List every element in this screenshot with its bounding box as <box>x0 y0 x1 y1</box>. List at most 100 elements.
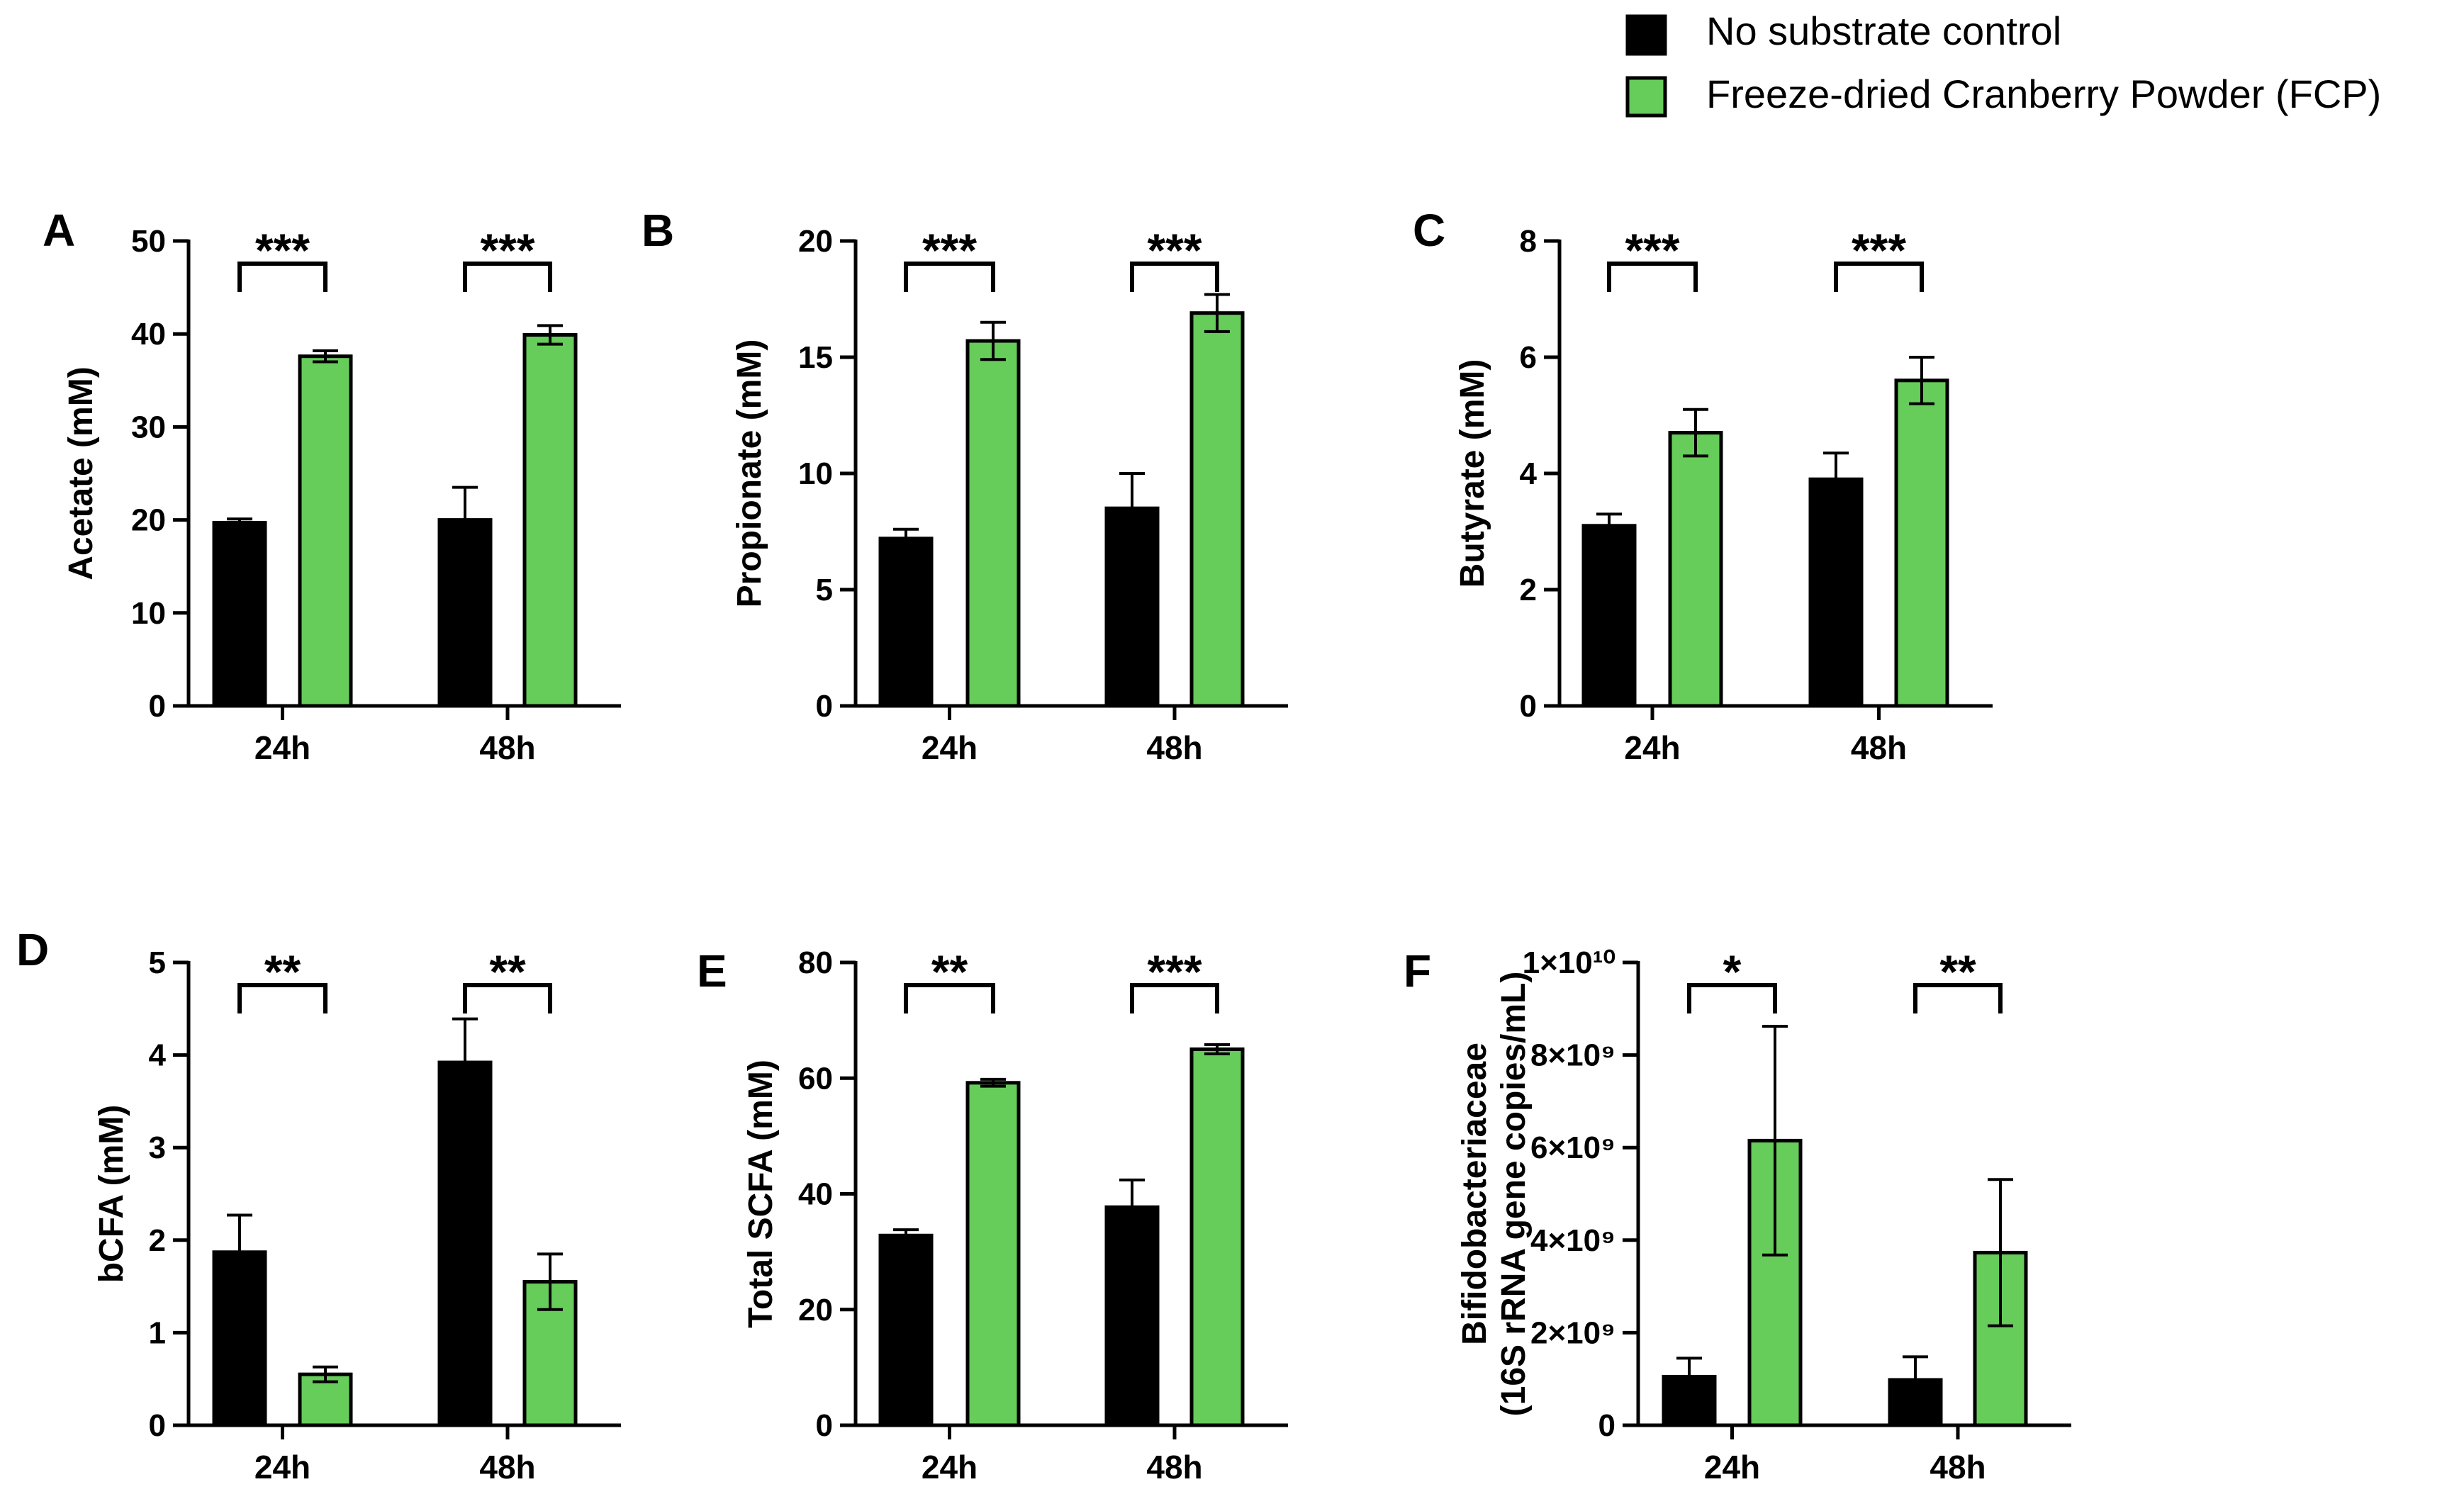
significance-label: ** <box>1939 945 1976 998</box>
y-axis-label-2: (16S rRNA gene copies/mL) <box>1495 972 1533 1417</box>
panel-letter: A <box>43 205 75 256</box>
y-tick-label: 4×10⁹ <box>1530 1223 1615 1258</box>
y-axis-label: Acetate (mM) <box>62 366 100 580</box>
significance-label: ** <box>931 945 968 998</box>
y-tick-label: 6×10⁹ <box>1530 1130 1615 1165</box>
y-tick-label: 0 <box>816 689 833 724</box>
significance-label: *** <box>1852 224 1906 276</box>
bar <box>965 1081 1021 1427</box>
legend: No substrate control Freeze-dried Cranbe… <box>1625 9 2381 118</box>
x-tick-label: 24h <box>254 729 310 766</box>
x-tick-label: 48h <box>479 1449 535 1485</box>
bar <box>1894 378 1949 708</box>
y-tick-label: 10 <box>798 456 833 491</box>
y-tick-label: 2 <box>1520 573 1537 607</box>
panel-letter: C <box>1413 205 1445 256</box>
bar <box>1662 1374 1717 1427</box>
panel-b: B Propionate (mM) 0 5 10 15 20 24h 48h *** *** <box>642 205 1288 766</box>
y-axis-label: Bifidobacteriaceae <box>1456 1043 1494 1345</box>
bar <box>1104 1205 1160 1427</box>
significance-bracket <box>237 262 327 292</box>
y-tick-label: 0 <box>1520 689 1537 724</box>
y-tick-label: 20 <box>798 224 833 259</box>
x-tick-label: 48h <box>1930 1449 1986 1485</box>
y-tick-label: 4 <box>1520 456 1538 491</box>
bar <box>965 339 1021 708</box>
y-tick-label: 50 <box>131 224 166 259</box>
y-tick-label: 4 <box>149 1038 167 1073</box>
significance-bracket <box>463 262 552 292</box>
significance-bracket <box>904 983 995 1013</box>
panel-a: A Acetate (mM) 0 10 20 30 40 50 24h 48h *** *** <box>43 205 621 766</box>
y-axis-label: bCFA (mM) <box>93 1105 130 1284</box>
y-tick-label: 60 <box>798 1061 833 1096</box>
y-axis-label: Total SCFA (mM) <box>742 1060 780 1328</box>
significance-bracket <box>1913 983 2003 1013</box>
legend-label-control: No substrate control <box>1706 9 2061 53</box>
x-tick-label: 24h <box>922 729 978 766</box>
y-tick-label: 20 <box>131 503 166 538</box>
significance-label: *** <box>1147 224 1202 276</box>
bar <box>1668 431 1723 708</box>
panel-f: F Bifidobacteriaceae (16S rRNA gene copies… <box>1404 945 2071 1485</box>
y-tick-label: 1×10¹⁰ <box>1523 945 1615 980</box>
bar <box>1189 1047 1245 1427</box>
legend-label-fcp: Freeze-dried Cranberry Powder (FCP) <box>1706 72 2381 116</box>
y-tick-label: 5 <box>149 945 166 980</box>
y-axis-label: Propionate (mM) <box>731 339 768 608</box>
significance-label: *** <box>922 224 977 276</box>
bar <box>1888 1378 1943 1427</box>
y-tick-label: 10 <box>131 596 166 631</box>
panel-c: C Butyrate (mM) 0 2 4 6 8 24h 48h *** *** <box>1413 205 1993 766</box>
bar <box>1581 524 1637 708</box>
significance-label: *** <box>1625 224 1679 276</box>
significance-bracket <box>1607 262 1698 292</box>
y-tick-label: 0 <box>149 1408 166 1443</box>
significance-bracket <box>1130 262 1219 292</box>
bar <box>1189 311 1245 708</box>
bar <box>522 333 578 708</box>
panel-letter: F <box>1404 945 1431 996</box>
y-tick-label: 8 <box>1520 224 1537 259</box>
panel-letter: B <box>642 205 674 256</box>
y-tick-label: 2×10⁹ <box>1530 1315 1615 1350</box>
y-tick-label: 40 <box>131 317 166 352</box>
y-axis-label: Butyrate (mM) <box>1454 359 1491 588</box>
x-tick-label: 24h <box>1704 1449 1760 1485</box>
bar <box>437 518 493 708</box>
significance-label: *** <box>1147 945 1202 998</box>
y-tick-label: 15 <box>798 340 833 375</box>
bar <box>212 1250 267 1427</box>
significance-label: ** <box>489 945 526 998</box>
y-tick-label: 8×10⁹ <box>1530 1038 1615 1073</box>
x-tick-label: 48h <box>1146 729 1202 766</box>
x-tick-label: 24h <box>254 1449 310 1485</box>
x-tick-label: 48h <box>1146 1449 1202 1485</box>
significance-bracket <box>237 983 327 1013</box>
legend-swatch-fcp <box>1625 76 1667 118</box>
bar <box>298 354 353 708</box>
y-tick-label: 30 <box>131 410 166 444</box>
y-tick-label: 1 <box>149 1315 166 1350</box>
significance-bracket <box>1687 983 1777 1013</box>
y-tick-label: 0 <box>816 1408 833 1443</box>
significance-label: *** <box>255 224 310 276</box>
y-tick-label: 20 <box>798 1293 833 1327</box>
y-tick-label: 0 <box>149 689 166 724</box>
significance-bracket <box>904 262 995 292</box>
significance-label: *** <box>480 224 534 276</box>
panel-letter: E <box>697 945 727 996</box>
significance-label: ** <box>264 945 301 998</box>
bar <box>878 537 934 708</box>
panel-letter: D <box>16 924 49 975</box>
significance-bracket <box>1834 262 1924 292</box>
bar <box>212 521 267 708</box>
legend-swatch-control <box>1625 14 1667 56</box>
y-tick-label: 2 <box>149 1223 166 1258</box>
x-tick-label: 48h <box>1851 729 1907 766</box>
bar <box>878 1233 934 1427</box>
bar <box>1808 477 1864 708</box>
